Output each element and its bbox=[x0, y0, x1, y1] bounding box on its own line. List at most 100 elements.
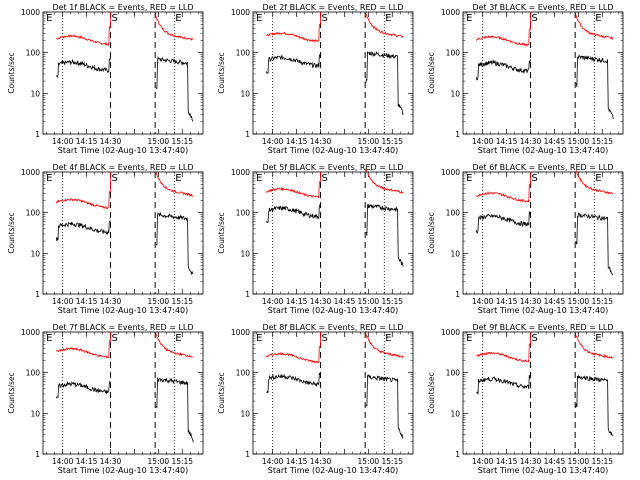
x-axis-label: Start Time (02-Aug-10 13:47:40) bbox=[268, 306, 399, 315]
time-marker-label: S bbox=[322, 173, 328, 184]
time-marker-label: S bbox=[112, 13, 118, 24]
x-tick-label: 14:45 bbox=[544, 297, 566, 306]
panel-title: Det 9f BLACK = Events, RED = LLD bbox=[472, 323, 613, 332]
lld-rate-series bbox=[365, 331, 404, 359]
time-marker-label: S bbox=[322, 13, 328, 24]
y-tick-label: 100 bbox=[236, 209, 251, 218]
x-tick-label: 14:00 bbox=[262, 457, 284, 466]
events-rate-series bbox=[155, 377, 194, 443]
x-tick-label: 15:00 bbox=[358, 297, 380, 306]
events-rate-series bbox=[575, 374, 614, 437]
y-tick-label: 1000 bbox=[21, 328, 40, 337]
time-marker-label: E bbox=[595, 13, 601, 24]
events-rate-series bbox=[266, 372, 321, 394]
time-marker-label: E bbox=[595, 173, 601, 184]
events-rate-series bbox=[155, 56, 194, 122]
time-marker-label: E bbox=[175, 333, 181, 344]
lld-rate-series bbox=[475, 11, 531, 47]
x-tick-label: 14:15 bbox=[496, 457, 518, 466]
x-axis-label: Start Time (02-Aug-10 13:47:40) bbox=[58, 466, 189, 475]
plot-frame bbox=[252, 331, 414, 455]
lld-rate-series bbox=[56, 11, 111, 47]
events-rate-series bbox=[265, 54, 321, 75]
time-marker-label: S bbox=[112, 333, 118, 344]
x-tick-label: 14:15 bbox=[286, 137, 308, 146]
x-tick-label: 14:15 bbox=[286, 457, 308, 466]
lld-rate-series bbox=[155, 331, 194, 358]
lld-rate-series bbox=[575, 11, 614, 41]
y-tick-label: 1000 bbox=[441, 8, 460, 17]
x-tick-label: 15:00 bbox=[568, 457, 590, 466]
panel-det-1: Det 1f BLACK = Events, RED = LLD 1 10 100 10… bbox=[7, 3, 204, 155]
x-tick-label: 15:15 bbox=[591, 297, 613, 306]
x-axis-label: Start Time (02-Aug-10 13:47:40) bbox=[268, 466, 399, 475]
y-axis-label: Counts/sec bbox=[7, 372, 16, 413]
x-tick-label: 15:00 bbox=[568, 297, 590, 306]
time-marker-label: S bbox=[112, 173, 118, 184]
events-rate-series bbox=[55, 380, 111, 399]
x-tick-label: 14:30 bbox=[520, 457, 542, 466]
panel-det-5: Det 5f BLACK = Events, RED = LLD 1 10 100 10… bbox=[217, 163, 414, 315]
y-tick-label: 1 bbox=[35, 450, 40, 459]
x-axis-label: Start Time (02-Aug-10 13:47:40) bbox=[478, 306, 609, 315]
lld-rate-series bbox=[155, 11, 194, 41]
x-tick-label: 15:15 bbox=[171, 457, 193, 466]
x-tick-label: 14:30 bbox=[310, 457, 332, 466]
time-marker-label: E bbox=[256, 173, 262, 184]
panel-det-3: Det 3f BLACK = Events, RED = LLD 1 10 100 10… bbox=[427, 3, 624, 155]
x-tick-label: 14:00 bbox=[472, 137, 494, 146]
y-tick-label: 1 bbox=[35, 130, 40, 139]
plot-frame bbox=[42, 331, 204, 455]
lld-rate-series bbox=[55, 171, 111, 210]
x-tick-label: 15:15 bbox=[171, 297, 193, 306]
events-rate-series bbox=[365, 203, 404, 267]
plot-frame bbox=[462, 171, 624, 295]
y-tick-label: 1000 bbox=[441, 328, 460, 337]
x-tick-label: 14:30 bbox=[100, 457, 122, 466]
y-tick-label: 10 bbox=[30, 409, 40, 418]
x-tick-label: 15:15 bbox=[381, 457, 403, 466]
panel-det-8: Det 8f BLACK = Events, RED = LLD 1 10 100 10… bbox=[217, 323, 414, 475]
x-tick-label: 14:30 bbox=[310, 137, 332, 146]
lld-rate-series bbox=[476, 171, 531, 203]
x-tick-label: 15:00 bbox=[568, 137, 590, 146]
panel-title: Det 3f BLACK = Events, RED = LLD bbox=[472, 3, 613, 12]
x-tick-label: 15:00 bbox=[358, 457, 380, 466]
panel-title: Det 5f BLACK = Events, RED = LLD bbox=[262, 163, 403, 172]
x-tick-label: 14:15 bbox=[76, 297, 98, 306]
x-tick-label: 15:00 bbox=[358, 137, 380, 146]
x-axis-label: Start Time (02-Aug-10 13:47:40) bbox=[58, 306, 189, 315]
events-rate-series bbox=[55, 57, 111, 78]
x-tick-label: 15:15 bbox=[381, 297, 403, 306]
y-tick-label: 1 bbox=[245, 290, 250, 299]
x-tick-label: 15:15 bbox=[171, 137, 193, 146]
x-tick-label: 14:15 bbox=[76, 137, 98, 146]
y-tick-label: 100 bbox=[26, 209, 41, 218]
y-axis-label: Counts/sec bbox=[427, 212, 436, 253]
time-marker-label: S bbox=[532, 333, 538, 344]
x-tick-label: 14:45 bbox=[544, 137, 566, 146]
y-tick-label: 100 bbox=[446, 209, 461, 218]
time-marker-label: S bbox=[532, 13, 538, 24]
y-tick-label: 10 bbox=[450, 409, 460, 418]
x-tick-label: 14:45 bbox=[544, 457, 566, 466]
panel-det-6: Det 6f BLACK = Events, RED = LLD 1 10 100 10… bbox=[427, 163, 624, 315]
events-rate-series bbox=[155, 211, 194, 276]
y-axis-label: Counts/sec bbox=[427, 372, 436, 413]
plot-frame bbox=[462, 11, 624, 135]
x-tick-label: 14:00 bbox=[52, 457, 74, 466]
x-tick-label: 14:00 bbox=[262, 297, 284, 306]
x-tick-label: 14:15 bbox=[286, 297, 308, 306]
plot-frame bbox=[252, 171, 414, 295]
panel-det-9: Det 9f BLACK = Events, RED = LLD 1 10 100 10… bbox=[427, 323, 624, 475]
y-tick-label: 10 bbox=[30, 89, 40, 98]
lld-rate-series bbox=[575, 170, 614, 195]
x-axis-label: Start Time (02-Aug-10 13:47:40) bbox=[268, 146, 399, 155]
events-rate-series bbox=[475, 211, 531, 234]
panel-title: Det 8f BLACK = Events, RED = LLD bbox=[262, 323, 403, 332]
events-rate-series bbox=[365, 51, 404, 116]
y-axis-label: Counts/sec bbox=[427, 52, 436, 93]
y-tick-label: 10 bbox=[450, 89, 460, 98]
panel-det-2: Det 2f BLACK = Events, RED = LLD 1 10 100 10… bbox=[217, 3, 414, 155]
